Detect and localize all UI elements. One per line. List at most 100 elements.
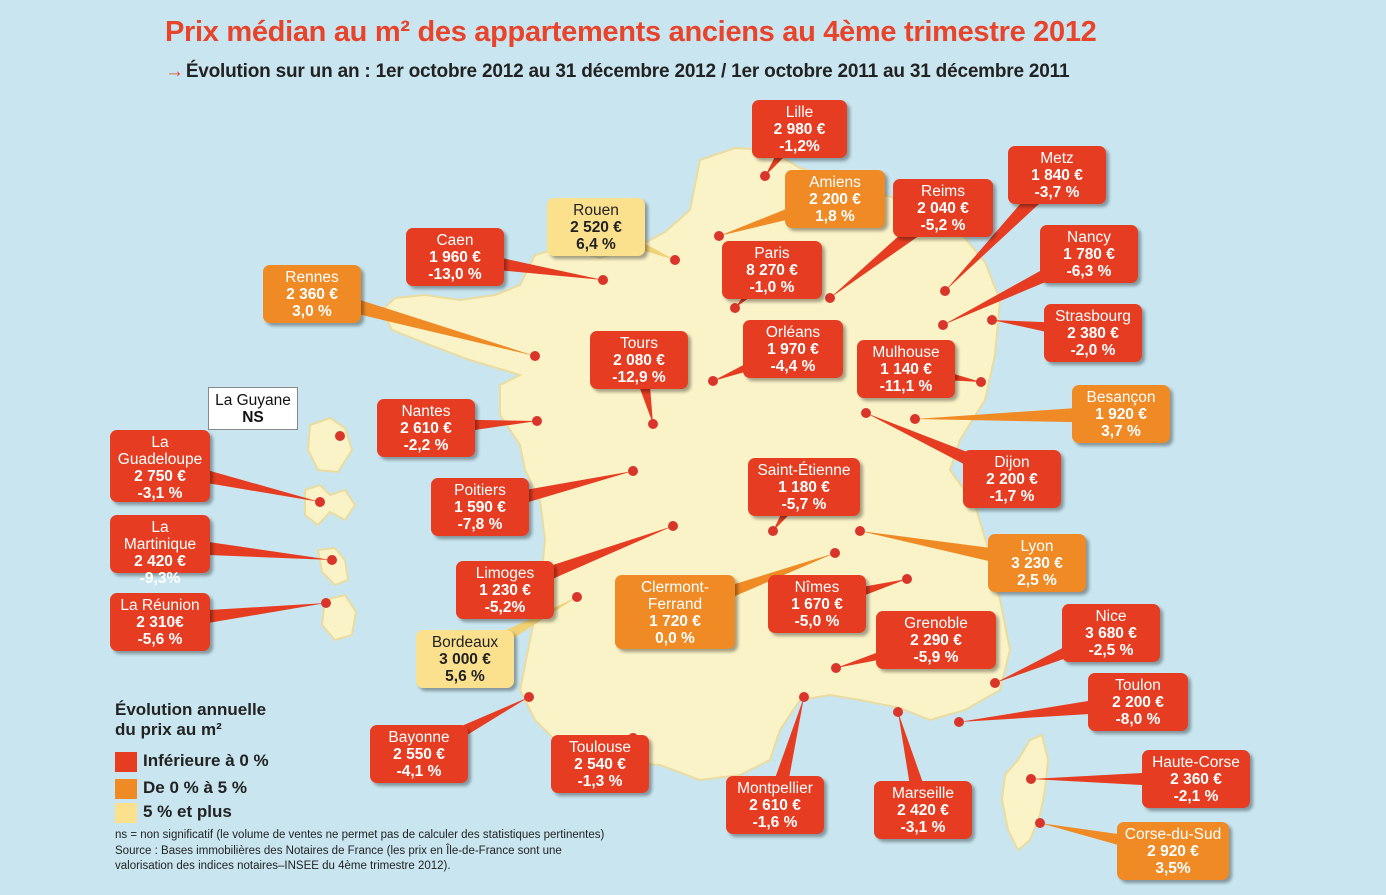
callout-price: 1 960 €: [429, 249, 481, 266]
callout-pct: 5,6 %: [445, 668, 485, 685]
callout-clermont: Clermont-Ferrand 1 720 €0,0 %: [615, 575, 735, 649]
city-dot-clermont: [830, 548, 840, 558]
city-dot-toulon: [954, 717, 964, 727]
callout-price: 2 920 €: [1147, 843, 1199, 860]
callout-city: Mulhouse: [872, 344, 940, 361]
callout-city: Toulouse: [568, 739, 632, 756]
callout-price: 3 680 €: [1085, 625, 1137, 642]
callout-city: Nîmes: [794, 579, 840, 596]
callout-price: 1 590 €: [454, 499, 506, 516]
callout-strasbourg: Strasbourg 2 380 € -2,0 %: [1044, 304, 1142, 362]
callout-bordeaux: Bordeaux 3 000 €5,6 %: [416, 630, 514, 688]
pointer-rennes: [309, 285, 535, 356]
city-dot-martinique: [327, 555, 337, 565]
city-dot-nice: [990, 678, 1000, 688]
city-dot-metz: [940, 286, 950, 296]
callout-pct: -7,8 %: [457, 516, 503, 533]
callout-guyane: La Guyane NS: [208, 387, 298, 430]
callout-price: 1 230 €: [479, 582, 531, 599]
callout-pct: -1,2%: [779, 138, 820, 155]
callout-price: 2 420 €: [134, 553, 186, 570]
city-dot-mulhouse: [976, 377, 986, 387]
city-dot-tours: [648, 419, 658, 429]
callout-nice: Nice 3 680 € -2,5 %: [1062, 604, 1160, 662]
city-dot-limoges: [668, 521, 678, 531]
callout-pct: -6,3 %: [1066, 263, 1112, 280]
callout-city: Strasbourg: [1055, 308, 1131, 325]
city-dot-corse-du-sud: [1035, 818, 1045, 828]
callout-city: Orléans: [765, 324, 821, 341]
city-dot-orleans: [708, 376, 718, 386]
callout-nimes: Nîmes 1 670 € -5,0 %: [768, 575, 866, 633]
legend-label-zero-to-five: De 0 % à 5 %: [143, 778, 247, 797]
guadeloupe-shape: [304, 483, 357, 527]
callout-price: 2 200 €: [986, 471, 1038, 488]
callout-pct: 3,0 %: [292, 303, 332, 320]
page-title: Prix médian au m² des appartements ancie…: [165, 16, 1097, 48]
callout-rennes: Rennes 2 360 €3,0 %: [263, 265, 361, 323]
callout-pct: 1,8 %: [815, 208, 855, 225]
city-dot-montpellier: [799, 692, 809, 702]
callout-pct: -13,0 %: [428, 266, 482, 283]
callout-price: 2 040 €: [917, 200, 969, 217]
callout-city: La Guyane: [215, 392, 291, 409]
callout-price: 1 780 €: [1063, 246, 1115, 263]
city-dot-saint-etienne: [768, 526, 778, 536]
legend-title: Évolution annuelle du prix au m²: [115, 700, 266, 740]
city-dot-rennes: [530, 351, 540, 361]
legend-item-five-plus: 5 % et plus: [115, 801, 232, 823]
callout-reims: Reims 2 040 € -5,2 %: [893, 179, 993, 237]
pointer-besancon: [915, 405, 1122, 423]
callout-price: 2 360 €: [1170, 771, 1222, 788]
city-dot-rouen: [670, 255, 680, 265]
city-dot-dijon: [861, 408, 871, 418]
callout-pct: -2,2 %: [403, 437, 449, 454]
callout-price: 1 670 €: [791, 596, 843, 613]
callout-toulouse: Toulouse 2 540 € -1,3 %: [551, 735, 649, 793]
callout-pct: 3,7 %: [1101, 423, 1141, 440]
legend-item-negative: Inférieure à 0 %: [115, 750, 269, 772]
callout-city: Reims: [921, 183, 965, 200]
callout-city: Caen: [436, 232, 474, 249]
legend-title-line2: du prix au m²: [115, 720, 222, 739]
callout-price: 2 310€: [136, 614, 184, 631]
callout-reunion: La Réunion 2 310€ -5,6 %: [110, 593, 210, 651]
legend-swatch-negative: [115, 751, 137, 772]
city-dot-nimes: [902, 574, 912, 584]
callout-pct: 2,5 %: [1017, 572, 1057, 589]
callout-city: Metz: [1040, 150, 1074, 167]
footnote-source-line2: valorisation des indices notaires–INSEE …: [115, 860, 451, 872]
callout-orleans: Orléans 1 970 € -4,4 %: [743, 320, 843, 378]
callout-pct: -9,3%: [139, 570, 181, 587]
callout-price: 1 180 €: [778, 479, 830, 496]
callout-dijon: Dijon 2 200 € -1,7 %: [963, 450, 1061, 508]
callout-price: 3 000 €: [439, 651, 491, 668]
callout-pct: -11,1 %: [879, 378, 933, 395]
callout-besancon: Besançon 1 920 €3,7 %: [1072, 385, 1170, 443]
callout-metz: Metz 1 840 € -3,7 %: [1008, 146, 1106, 204]
callout-price: 1 840 €: [1031, 167, 1083, 184]
callout-price: 2 550 €: [393, 746, 445, 763]
city-dot-paris: [730, 303, 740, 313]
callout-city: Nantes: [401, 403, 451, 420]
page-subtitle: → Évolution sur un an : 1er octobre 2012 …: [165, 61, 1070, 83]
callout-pct: -1,6 %: [752, 814, 798, 831]
callout-city: Nancy: [1067, 229, 1111, 246]
callout-nancy: Nancy 1 780 € -6,3 %: [1040, 225, 1138, 283]
legend-swatch-zero-to-five: [115, 778, 137, 799]
callout-pct: -1,3 %: [577, 773, 623, 790]
city-dot-grenoble: [831, 663, 841, 673]
callout-price: 1 720 €: [649, 613, 701, 630]
callout-price: 2 610 €: [400, 420, 452, 437]
callout-paris: Paris 8 270 € -1,0 %: [722, 241, 822, 299]
callout-haute-corse: Haute-Corse 2 360 € -2,1 %: [1142, 750, 1250, 808]
city-dot-nancy: [938, 320, 948, 330]
guyane-shape: [306, 416, 354, 474]
city-dot-reims: [825, 293, 835, 303]
legend-swatch-five-plus: [115, 802, 137, 823]
callout-price: 1 970 €: [767, 341, 819, 358]
callout-bayonne: Bayonne 2 550 € -4,1 %: [370, 725, 468, 783]
callout-city: Bayonne: [388, 729, 450, 746]
legend-label-negative: Inférieure à 0 %: [143, 751, 269, 770]
